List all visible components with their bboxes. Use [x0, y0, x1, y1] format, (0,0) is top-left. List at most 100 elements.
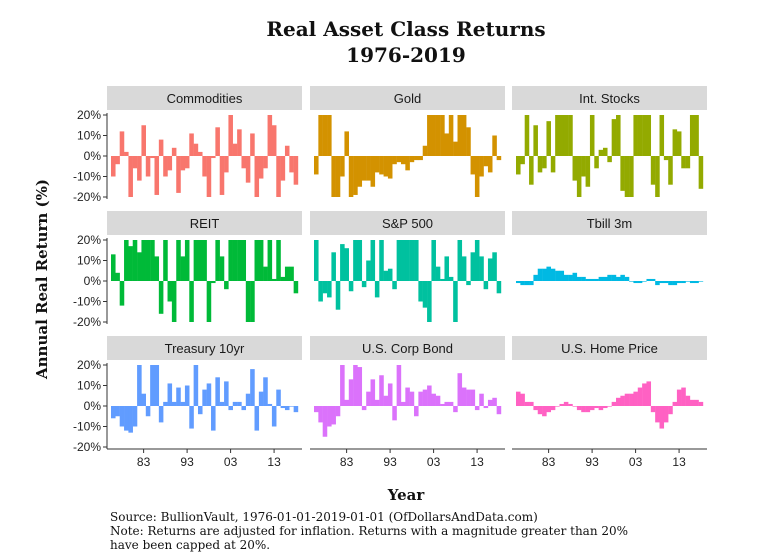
bar [427, 281, 432, 322]
bar [366, 156, 371, 181]
bar [387, 156, 393, 179]
bar [202, 156, 207, 177]
bar [340, 365, 345, 406]
bar [422, 145, 428, 156]
bar [344, 131, 349, 156]
x-axis-title: Year [387, 486, 426, 504]
panel-commodities: Commodities 20% 10% 0% -10% -20% [73, 86, 302, 204]
bar [576, 276, 582, 281]
bar [344, 248, 349, 281]
y-tick-label: 20% [77, 108, 101, 122]
bar [555, 115, 560, 156]
bar [400, 401, 406, 406]
bar [637, 115, 643, 156]
bar [483, 406, 489, 409]
bar [572, 272, 578, 281]
bar [676, 389, 682, 406]
bar [550, 406, 556, 411]
bar [689, 399, 695, 406]
bar [581, 406, 586, 413]
bar [520, 281, 525, 286]
bar [202, 240, 207, 281]
bar [193, 365, 199, 406]
facet-panels: Commodities 20% 10% 0% -10% -20% Gold Int. Stoc… [73, 86, 707, 469]
bar [167, 281, 173, 302]
bar [387, 268, 393, 281]
y-tick-label: 10% [77, 254, 101, 268]
strip-label: Treasury 10yr [165, 341, 245, 356]
bar [537, 156, 543, 173]
bar [529, 156, 534, 185]
bar [119, 131, 125, 156]
bar [616, 115, 621, 156]
bar [219, 256, 225, 281]
x-tick-label: 93 [585, 455, 599, 469]
bar [353, 365, 358, 406]
bar [444, 133, 450, 156]
bar [440, 278, 445, 281]
bar [232, 401, 238, 406]
chart-title-line-1: Real Asset Class Returns [266, 17, 545, 41]
bar [228, 406, 233, 411]
bar [128, 156, 133, 197]
bar [189, 406, 194, 429]
bar [650, 156, 656, 185]
bar [620, 395, 625, 406]
bar [650, 406, 656, 413]
bar [453, 141, 458, 156]
bar [180, 256, 186, 281]
bar [492, 252, 497, 281]
bar [284, 145, 290, 156]
bar [620, 156, 625, 191]
bar [516, 156, 521, 175]
bar [361, 156, 367, 181]
bar [698, 281, 704, 282]
panel-reit: REIT 20% 10% 0% -10% -20% [73, 211, 302, 329]
strip-label: Int. Stocks [579, 91, 640, 106]
bar [568, 403, 573, 406]
bar [461, 115, 467, 156]
bar [400, 240, 406, 281]
bar [655, 156, 660, 197]
x-tick-label: 03 [427, 455, 441, 469]
bar [189, 281, 194, 322]
strip-background [310, 211, 505, 235]
panel-treasury-10yr: Treasury 10yr 20% 10% 0% -10% -20% 83 93 03 13 [73, 336, 302, 469]
strip-background [107, 336, 302, 360]
bar [370, 379, 376, 406]
bar [529, 281, 534, 286]
bar [440, 403, 445, 406]
bar [141, 240, 146, 281]
bar [344, 399, 349, 406]
bar [176, 387, 181, 406]
bar [659, 281, 665, 284]
bar [219, 401, 225, 406]
bar [646, 381, 652, 406]
bar [594, 278, 599, 281]
bar [589, 115, 595, 156]
y-tick-label: -20% [73, 440, 101, 454]
bar [435, 115, 441, 156]
bar [141, 125, 146, 156]
bar [453, 406, 458, 413]
bar [119, 281, 125, 306]
bar [250, 133, 255, 156]
y-tick-label: 10% [77, 379, 101, 393]
bar [414, 406, 419, 417]
bar [487, 156, 493, 173]
bar [546, 121, 551, 156]
y-tick-label: 0% [84, 274, 102, 288]
bar [555, 270, 560, 281]
bar [585, 278, 591, 281]
bar [132, 406, 138, 427]
bar [396, 240, 402, 281]
bar [633, 391, 638, 406]
bar [444, 256, 450, 281]
bar [370, 156, 376, 187]
bar [224, 281, 229, 290]
bar [681, 387, 686, 406]
bar [563, 115, 569, 156]
bar [555, 406, 560, 407]
bar [492, 397, 497, 406]
